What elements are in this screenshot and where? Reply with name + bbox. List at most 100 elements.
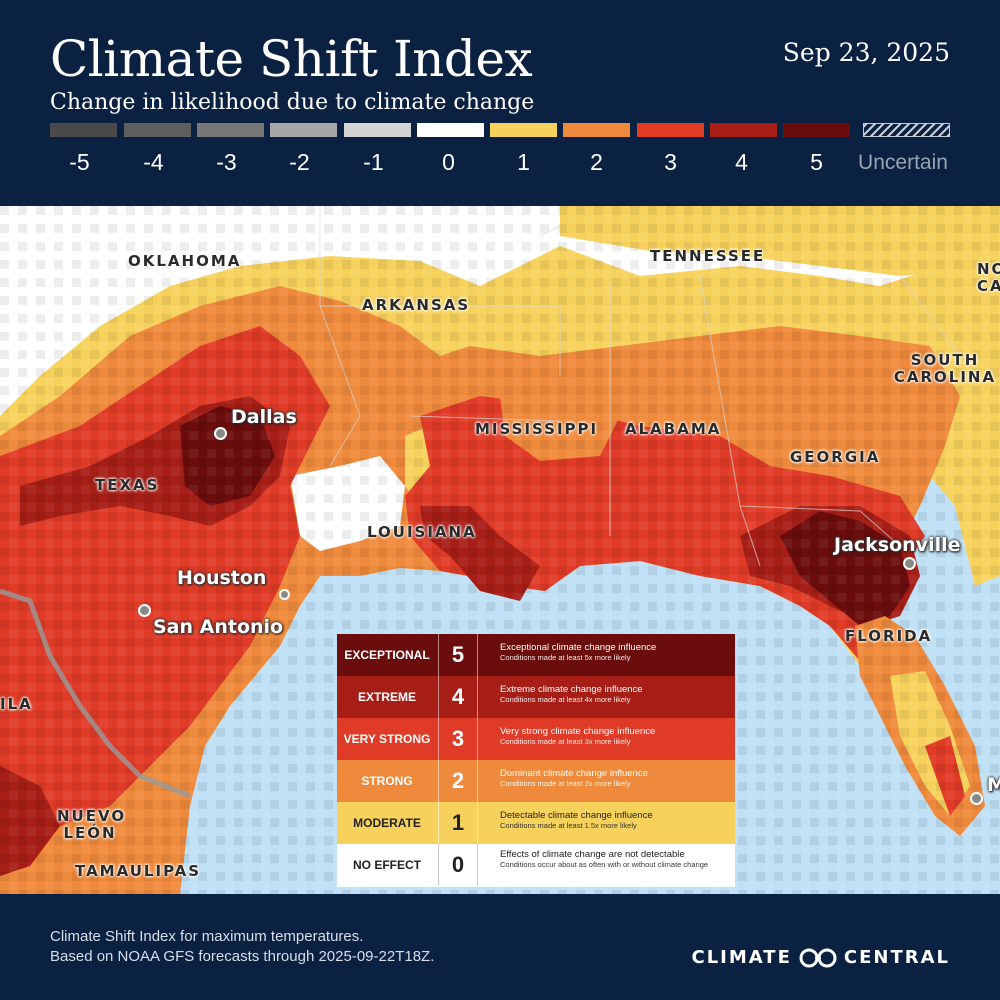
scale-swatch-uncertain [863, 123, 950, 137]
scale-label-m2: -2 [289, 149, 310, 175]
scale-swatch-m5 [50, 123, 117, 137]
brand-text-left: CLIMATE [691, 947, 792, 968]
scale-swatch-m2 [270, 123, 337, 137]
legend-row-extreme: EXTREME 4 Extreme climate change influen… [337, 676, 735, 718]
legend-description: Dominant climate change influence Condit… [500, 768, 730, 788]
state-label-north-carolina: NO CAR [977, 261, 1000, 295]
legend-category-label: STRONG [361, 774, 413, 788]
page-title: Climate Shift Index [50, 30, 533, 88]
legend-value: 5 [438, 634, 478, 676]
city-dot-miami [970, 792, 983, 805]
footer-note: Climate Shift Index for maximum temperat… [50, 927, 434, 967]
climate-central-logo-icon [798, 948, 838, 968]
legend-title: Effects of climate change are not detect… [500, 849, 685, 860]
footer: Climate Shift Index for maximum temperat… [0, 894, 1000, 1000]
map-canvas [0, 206, 1000, 894]
legend-value: 2 [438, 760, 478, 802]
scale-label-m1: -1 [363, 149, 384, 175]
state-label-south-carolina-line2: CAROLINA [893, 368, 997, 386]
scale-swatch-m1 [344, 123, 411, 137]
legend-row-moderate: MODERATE 1 Detectable climate change inf… [337, 802, 735, 844]
legend-category-label: MODERATE [353, 816, 421, 830]
city-dot-jacksonville [903, 557, 916, 570]
brand-text-right: CENTRAL [843, 947, 950, 968]
legend-title: Exceptional climate change influence [500, 642, 657, 653]
scale-label-m5: -5 [69, 149, 90, 175]
state-label-mississippi: MISSISSIPPI [475, 420, 599, 438]
map-area: OKLAHOMA ARKANSAS TENNESSEE NO CAR SOUTH… [0, 206, 1000, 894]
scale-label-0: 0 [442, 149, 455, 175]
legend-title: Dominant climate change influence [500, 768, 648, 779]
legend-title: Detectable climate change influence [500, 810, 653, 821]
state-label-nuevo-leon-line2: LEÓN [63, 824, 117, 842]
page-subtitle: Change in likelihood due to climate chan… [50, 90, 535, 115]
brand-logo: CLIMATE CENTRAL [691, 947, 950, 968]
city-label-houston: Houston [177, 567, 267, 589]
state-label-louisiana: LOUISIANA [367, 523, 477, 541]
city-label-jacksonville: Jacksonville [834, 534, 961, 556]
scale-swatch-4 [710, 123, 777, 137]
city-dot-san-antonio [138, 604, 151, 617]
border-line [0, 588, 191, 799]
state-label-south-carolina: SOUTH CAROLINA [890, 352, 1000, 386]
city-dot-houston [279, 589, 290, 600]
scale-swatch-5 [783, 123, 850, 137]
legend-description: Effects of climate change are not detect… [500, 849, 730, 869]
legend-detail: Conditions made at least 3x more likely [500, 737, 631, 746]
legend-value: 0 [438, 844, 478, 886]
scale-swatch-3 [637, 123, 704, 137]
scale-label-2: 2 [590, 149, 603, 175]
state-label-coahuila: ILA [0, 695, 33, 713]
state-label-nuevo-leon: NUEVO LEÓN [57, 808, 124, 842]
legend-detail: Conditions occur about as often with or … [500, 860, 709, 869]
legend-row-no-effect: NO EFFECT 0 Effects of climate change ar… [337, 844, 735, 887]
color-scale: -5 -4 -3 -2 -1 0 1 2 3 4 5 Uncertain [50, 123, 950, 183]
state-label-texas: TEXAS [95, 476, 160, 494]
legend-row-exceptional: EXCEPTIONAL 5 Exceptional climate change… [337, 634, 735, 676]
city-label-dallas: Dallas [231, 406, 297, 428]
scale-label-4: 4 [735, 149, 748, 175]
state-label-north-carolina-line1: NO [977, 260, 1000, 278]
legend-description: Detectable climate change influence Cond… [500, 810, 730, 830]
legend-title: Extreme climate change influence [500, 684, 643, 695]
forecast-date: Sep 23, 2025 [782, 38, 950, 67]
city-label-san-antonio: San Antonio [153, 616, 284, 638]
scale-label-3: 3 [664, 149, 677, 175]
legend-category-label: VERY STRONG [343, 732, 431, 746]
legend-row-strong: STRONG 2 Dominant climate change influen… [337, 760, 735, 802]
scale-label-uncertain: Uncertain [858, 151, 948, 174]
legend: EXCEPTIONAL 5 Exceptional climate change… [337, 634, 735, 887]
scale-label-1: 1 [517, 149, 530, 175]
header: Climate Shift Index Change in likelihood… [0, 0, 1000, 206]
scale-swatch-2 [563, 123, 630, 137]
scale-swatch-0 [417, 123, 484, 137]
legend-detail: Conditions made at least 1.5x more likel… [500, 821, 637, 830]
legend-detail: Conditions made at least 2x more likely [500, 779, 631, 788]
state-label-north-carolina-line2: CAR [977, 277, 1000, 295]
state-label-arkansas: ARKANSAS [362, 296, 471, 314]
state-label-alabama: ALABAMA [625, 420, 722, 438]
state-label-florida: FLORIDA [845, 627, 933, 645]
legend-value: 1 [438, 802, 478, 844]
legend-category-label: EXTREME [357, 690, 416, 704]
legend-detail: Conditions made at least 5x more likely [500, 653, 631, 662]
legend-category-label: EXCEPTIONAL [344, 648, 430, 662]
legend-category-label: NO EFFECT [353, 858, 421, 872]
state-label-tennessee: TENNESSEE [650, 247, 766, 265]
scale-label-5: 5 [810, 149, 823, 175]
footer-note-line2: Based on NOAA GFS forecasts through 2025… [50, 948, 435, 965]
legend-description: Very strong climate change influence Con… [500, 726, 730, 746]
city-label-miami: M [987, 774, 1000, 796]
state-borders [319, 206, 961, 567]
legend-title: Very strong climate change influence [500, 726, 656, 737]
scale-label-m4: -4 [143, 149, 164, 175]
scale-label-m3: -3 [216, 149, 237, 175]
state-label-georgia: GEORGIA [790, 448, 881, 466]
legend-description: Extreme climate change influence Conditi… [500, 684, 730, 704]
scale-swatch-m4 [124, 123, 191, 137]
footer-note-line1: Climate Shift Index for maximum temperat… [50, 928, 364, 945]
scale-swatch-m3 [197, 123, 264, 137]
state-label-south-carolina-line1: SOUTH [910, 351, 980, 369]
scale-swatch-1 [490, 123, 557, 137]
state-label-tamaulipas: TAMAULIPAS [75, 862, 202, 880]
